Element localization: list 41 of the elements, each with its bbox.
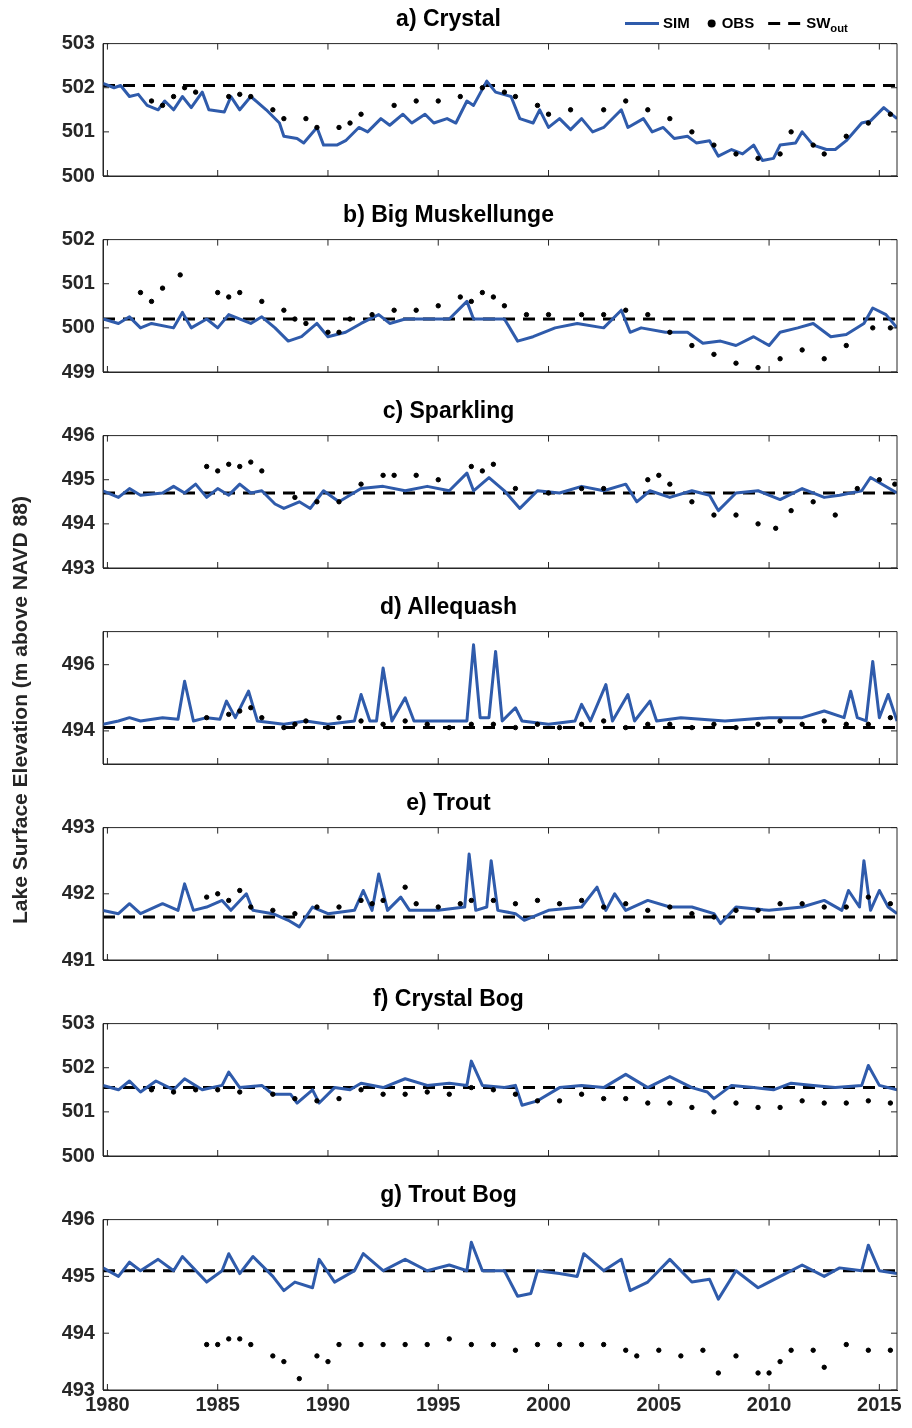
- x-tick-label: 1985: [195, 1392, 240, 1415]
- chart-title: d) Allequash: [379, 593, 518, 620]
- x-tick-label: 2015: [857, 1392, 902, 1415]
- x-tick-label: 1990: [305, 1392, 351, 1415]
- y-tick-label: 499: [61, 359, 95, 382]
- chart-title: a) Crystal: [396, 5, 501, 32]
- y-tick-label: 494: [61, 511, 96, 534]
- chart-title: f) Crystal Bog: [373, 985, 524, 1012]
- y-tick-label: 500: [61, 1143, 95, 1166]
- x-tick-label: 2005: [636, 1392, 682, 1415]
- chart-title: b) Big Muskellunge: [343, 201, 554, 228]
- legend-label: OBS: [721, 13, 755, 31]
- y-tick-label: 495: [61, 467, 95, 490]
- y-tick-label: 502: [61, 75, 95, 98]
- legend-label: SIM: [663, 13, 690, 31]
- chart-title: e) Trout: [406, 789, 491, 816]
- y-tick-label: 494: [61, 1320, 96, 1343]
- y-tick-label: 500: [61, 163, 95, 186]
- chart-title: c) Sparkling: [382, 397, 515, 424]
- y-tick-label: 501: [61, 119, 95, 142]
- y-tick-label: 503: [61, 1011, 95, 1034]
- chart-title: g) Trout Bog: [380, 1181, 517, 1208]
- y-tick-label: 491: [61, 947, 95, 970]
- y-tick-label: 496: [61, 423, 95, 446]
- y-tick-label: 500: [61, 315, 95, 338]
- y-tick-label: 502: [61, 1055, 95, 1078]
- y-tick-label: 501: [61, 1099, 95, 1122]
- y-tick-label: 496: [61, 652, 95, 675]
- y-tick-label: 503: [61, 31, 95, 54]
- x-tick-label: 2000: [526, 1392, 571, 1415]
- x-tick-label: 1995: [415, 1392, 461, 1415]
- y-tick-label: 496: [61, 1207, 95, 1230]
- y-tick-label: 492: [61, 881, 95, 904]
- y-tick-label: 493: [61, 555, 95, 578]
- y-tick-label: 494: [61, 718, 96, 741]
- y-axis-title: Lake Surface Elevation (m above NAVD 88): [8, 496, 32, 924]
- x-tick-label: 2010: [746, 1392, 792, 1415]
- y-tick-label: 495: [61, 1263, 95, 1286]
- y-tick-label: 493: [61, 815, 95, 838]
- y-tick-label: 502: [61, 227, 95, 250]
- y-tick-label: 501: [61, 271, 95, 294]
